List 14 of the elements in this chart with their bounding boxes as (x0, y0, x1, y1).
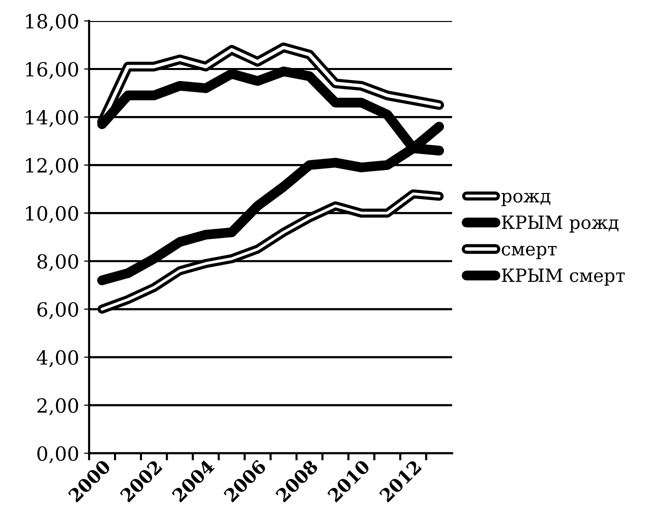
y-tick-label: 14,00 (26, 110, 78, 128)
y-tick-label: 2,00 (37, 398, 78, 416)
y-tick-label: 4,00 (36, 350, 78, 368)
legend-label: КРЫМ смерт (502, 268, 625, 286)
y-tick-label: 6,00 (37, 302, 78, 320)
legend-label: рожд (501, 192, 550, 206)
y-tick-label: 0,00 (37, 446, 78, 464)
y-tick-label: 18,00 (26, 14, 78, 31)
y-tick-label: 10,00 (26, 206, 78, 224)
y-tick-label: 8,00 (37, 254, 78, 272)
legend-label: КРЫМ рожд (502, 216, 618, 233)
y-tick-label: 16,00 (26, 62, 78, 80)
legend-label: смерт (502, 246, 557, 260)
y-tick-label: 12,00 (26, 158, 78, 176)
